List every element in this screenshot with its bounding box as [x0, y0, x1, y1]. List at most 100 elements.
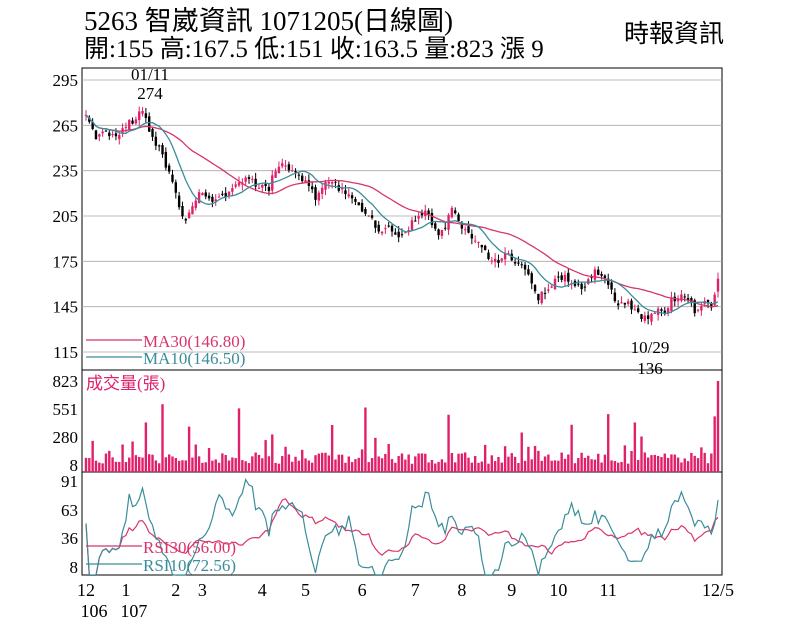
candle-body — [557, 276, 560, 278]
volume-bar — [713, 416, 716, 472]
volume-bar — [434, 463, 437, 472]
volume-bar — [580, 452, 583, 472]
volume-bar — [327, 455, 331, 472]
volume-bar — [221, 453, 224, 472]
volume-bar — [676, 457, 680, 472]
candle-body — [540, 291, 543, 304]
volume-bar — [520, 432, 523, 472]
volume-bar — [643, 452, 647, 472]
candle-body — [297, 174, 301, 176]
volume-bar — [84, 457, 88, 472]
volume-bar — [417, 453, 420, 472]
volume-bar — [560, 452, 563, 472]
volume-bar — [470, 462, 474, 472]
volume-bar — [510, 453, 513, 472]
candle-body — [487, 252, 490, 260]
volume-bar — [171, 456, 174, 472]
volume-bar — [281, 456, 284, 472]
volume-bar — [440, 459, 444, 472]
candle-body — [261, 184, 264, 188]
x-month-label: 11 — [600, 580, 617, 600]
candle-body — [327, 181, 331, 184]
rsi10-line — [85, 477, 719, 576]
volume-bar — [567, 454, 570, 472]
candle-body — [310, 186, 314, 190]
volume-bar — [610, 460, 613, 472]
candle-body — [417, 215, 420, 219]
candle-body — [177, 195, 181, 208]
volume-bar — [587, 455, 590, 472]
volume-bar — [164, 457, 168, 472]
candle-body — [450, 207, 454, 218]
candle-body — [211, 196, 214, 202]
candle-body — [354, 198, 357, 202]
price-tick-label: 115 — [53, 343, 78, 362]
x-month-label: 2 — [171, 580, 180, 600]
candle-body — [663, 310, 666, 313]
candle-body — [370, 215, 374, 218]
candle-body — [274, 171, 277, 178]
volume-bar — [593, 459, 597, 472]
volume-bar — [400, 453, 404, 472]
volume-bar — [314, 455, 317, 472]
volume-bar — [91, 440, 94, 472]
volume-bar — [294, 456, 297, 472]
candle-body — [374, 220, 377, 228]
volume-bar — [277, 463, 281, 472]
candle-body — [350, 195, 354, 199]
candle-body — [148, 116, 151, 132]
volume-bar — [590, 459, 593, 472]
gridlines — [82, 79, 722, 353]
volume-bar — [101, 463, 104, 472]
candle-body — [141, 111, 144, 114]
rsi-lines — [85, 477, 719, 576]
volume-bar — [487, 463, 490, 472]
volume-bar — [161, 404, 164, 472]
volume-bar — [271, 434, 274, 472]
rsi30-legend-label: RSI30(56.00) — [143, 538, 236, 557]
volume-bar — [287, 454, 291, 472]
volume-bar — [583, 457, 587, 472]
candle-body — [430, 212, 434, 225]
candle-body — [444, 227, 447, 229]
volume-bar — [623, 445, 627, 472]
volume-bar — [420, 453, 424, 472]
x-month-label: 4 — [258, 580, 267, 600]
volume-bar — [503, 446, 507, 472]
candle-body — [553, 278, 557, 290]
volume-bar — [367, 462, 370, 472]
candle-body — [464, 229, 467, 231]
volume-bar — [360, 449, 364, 472]
candle-body — [204, 192, 207, 197]
candle-body — [157, 145, 161, 147]
candle-body — [340, 187, 344, 190]
volume-panel-title: 成交量(張) — [86, 374, 165, 393]
candle-body — [660, 309, 663, 311]
volume-tick-label: 551 — [53, 400, 79, 419]
volume-bar — [344, 462, 347, 472]
candle-body — [267, 186, 271, 191]
x-month-label: 10 — [549, 580, 567, 600]
volume-bar — [530, 459, 533, 472]
candle-body — [437, 229, 440, 236]
candle-body — [114, 133, 118, 137]
x-month-label: 7 — [411, 580, 420, 600]
volume-bar — [370, 458, 374, 472]
volume-bar — [710, 453, 713, 472]
volume-bar — [114, 461, 118, 472]
volume-bar — [407, 454, 410, 472]
x-month-label: 1 — [121, 580, 130, 600]
candle-body — [301, 175, 304, 182]
candle-body — [104, 130, 108, 132]
volume-bar — [167, 454, 171, 472]
volume-bar — [241, 460, 244, 472]
candle-body — [613, 292, 617, 302]
candle-body — [490, 260, 494, 262]
candle-body — [693, 300, 696, 314]
volume-bar — [620, 461, 623, 472]
candle-body — [454, 210, 457, 214]
candle-body — [224, 192, 227, 197]
volume-bar — [706, 463, 710, 472]
candle-body — [470, 233, 474, 239]
volume-bar — [244, 461, 247, 472]
